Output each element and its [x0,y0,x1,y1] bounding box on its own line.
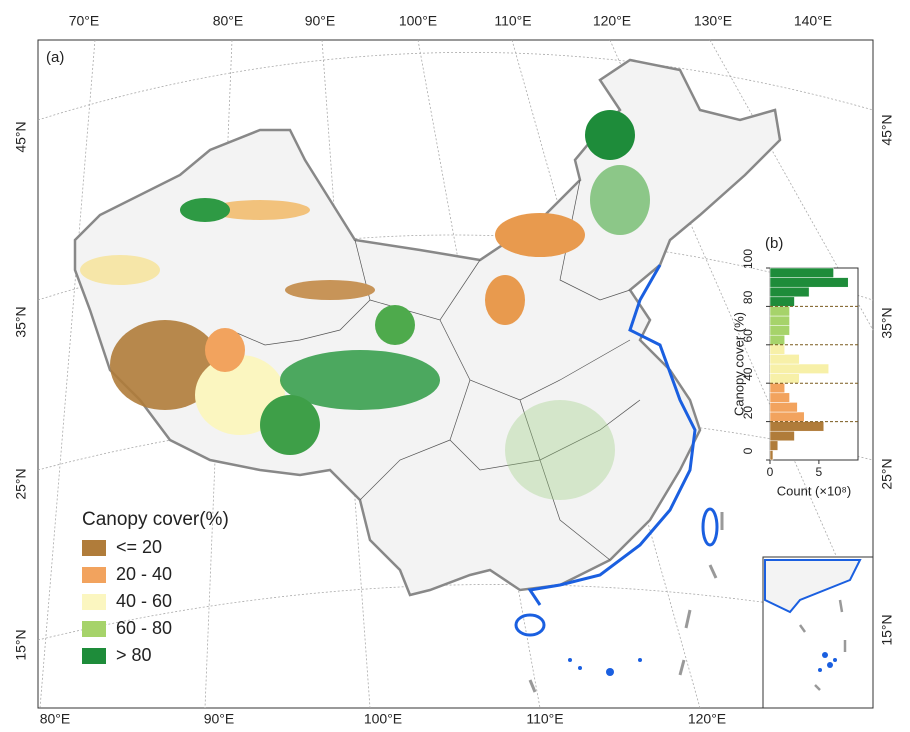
legend-label: 40 - 60 [116,591,172,611]
inset-dashes [798,599,847,691]
y-tick-label: 100 [741,249,755,269]
latitude-label: 15°N [13,629,29,660]
longitude-label: 90°E [204,711,235,727]
y-tick-label: 40 [741,367,755,381]
panel-label: (a) [46,49,64,66]
y-tick-label: 80 [741,290,755,304]
x-axis-label: Count (×10⁸) [777,483,852,498]
latitude-label: 25°N [13,468,29,499]
longitude-label: 140°E [794,13,832,29]
panel-label: (b) [765,235,783,252]
histogram: 0 20 40 60 80 100 0 5 Canopy cover (%) Count (×10… [731,249,859,498]
histogram-bar [769,306,790,317]
histogram-bar [769,402,798,413]
coastline [527,264,697,606]
latitude-label: 15°N [879,614,895,645]
histogram-bar [769,392,790,403]
legend-swatch [82,540,106,556]
latitude-label: 45°N [879,114,895,145]
longitude-label: 120°E [688,711,726,727]
histogram-bar [769,286,810,298]
histogram-bar [769,315,790,326]
histogram-bar [769,363,829,374]
islands [568,658,642,676]
y-tick-label: 0 [741,447,755,454]
legend-label: <= 20 [116,537,162,557]
histogram-bar [769,334,785,346]
histogram-bar [769,325,790,336]
latitude-label: 45°N [13,121,29,152]
longitude-label: 120°E [593,13,631,29]
y-axis-label: Canopy cover (%) [731,312,746,416]
x-tick-label: 0 [767,465,774,479]
histogram-bar [769,430,795,442]
hainan [514,613,546,637]
longitude-label: 80°E [40,711,71,727]
latitude-label: 25°N [879,458,895,489]
legend-label: 20 - 40 [116,564,172,584]
histogram-bar [769,421,825,432]
legend-swatch [82,648,106,664]
legend-swatch [82,621,106,637]
latitude-label: 35°N [879,307,895,338]
longitude-label: 110°E [526,711,563,727]
latitude-label: 35°N [13,306,29,337]
histogram-bar [769,354,800,365]
longitude-label: 100°E [399,13,437,29]
longitude-label: 80°E [213,13,244,29]
legend-swatch [82,567,106,583]
inset-coast [764,559,862,614]
longitude-label: 110°E [494,13,531,29]
canopy-patches [80,110,650,500]
longitude-label: 130°E [694,13,732,29]
legend-label: > 80 [116,645,152,665]
x-tick-label: 5 [816,465,823,479]
legend-swatch [82,594,106,610]
histogram-bar [769,344,785,355]
legend-title: Canopy cover(%) [82,509,229,530]
histogram-bar [769,411,805,422]
histogram-bar [769,277,849,288]
histogram-bar [769,373,800,384]
histogram-bar [769,267,834,278]
histogram-bar [769,296,795,307]
y-tick-label: 20 [741,406,755,420]
legend-label: 60 - 80 [116,618,172,638]
histogram-bar [769,450,774,461]
longitude-label: 90°E [305,13,336,29]
nine-dash-line [528,512,724,693]
y-tick-label: 60 [741,329,755,343]
longitude-label: 70°E [69,13,100,29]
taiwan [701,507,719,547]
histogram-bar [769,440,779,451]
inset-islands [818,652,837,672]
longitude-label: 100°E [364,711,402,727]
histogram-bar [769,382,785,394]
